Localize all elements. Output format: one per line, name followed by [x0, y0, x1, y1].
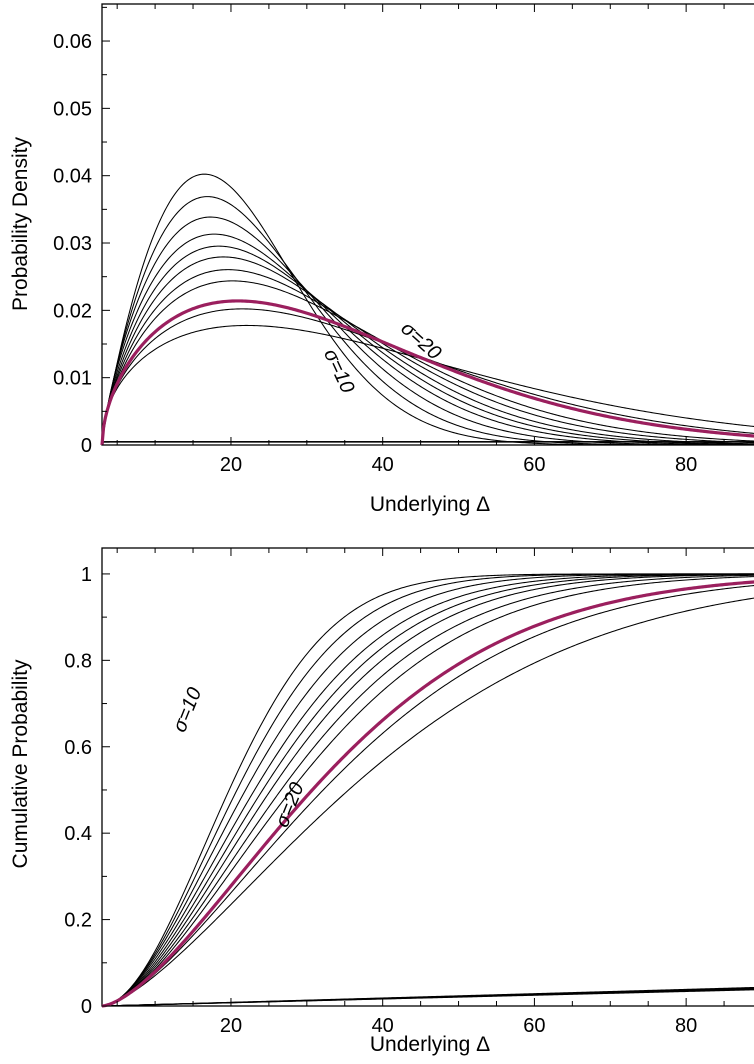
- cdf-y-tick-label: 0.6: [64, 737, 92, 759]
- pdf-curves: [100, 173, 754, 446]
- cdf-curve-sigma-16: [101, 574, 754, 1007]
- cdf-y-tick-label: 1: [81, 564, 92, 586]
- cdf-curve-sigma-10: [101, 573, 754, 1007]
- pdf-y-tick-label: 0.06: [53, 31, 92, 53]
- cdf-curve-sigma-11: [101, 573, 754, 1007]
- pdf-x-tick-label: 40: [372, 454, 394, 476]
- pdf-y-tick-label: 0.02: [53, 300, 92, 322]
- cdf-curves: [101, 573, 754, 1008]
- pdf-curve-sigma-17: [101, 280, 754, 446]
- cdf-curve-sigma-19: [101, 585, 754, 1007]
- cdf-curve-sigma-18-highlight: [101, 580, 754, 1008]
- cdf-y-tick-label: 0.4: [64, 823, 92, 845]
- cdf-annotation-label: σ=10: [169, 684, 207, 735]
- cdf-x-tick-label: 40: [372, 1015, 394, 1037]
- pdf-curve-sigma-26: [101, 441, 754, 446]
- cdf-curve-sigma-12: [101, 573, 754, 1007]
- pdf-y-tick-label: 0.03: [53, 233, 92, 255]
- pdf-y-tick-label: 0: [81, 435, 92, 457]
- pdf-curve-sigma-10: [101, 173, 754, 446]
- pdf-chart: 20 40 60 80 0 0.01 0.02 0.03 0.04 0.05 0.06 σ=10σ=…: [9, 3, 754, 516]
- cdf-axis-ticks: 20 40 60 80 0 0.2 0.4 0.6 0.8 1: [64, 548, 725, 1037]
- cdf-x-tick-label: 60: [523, 1015, 545, 1037]
- pdf-annotations: σ=10σ=20: [319, 317, 445, 396]
- cdf-curve-sigma-15: [101, 573, 754, 1007]
- cdf-curve-sigma-17: [101, 576, 754, 1007]
- cdf-x-tick-label: 20: [220, 1015, 242, 1037]
- pdf-annotation-label: σ=10: [319, 346, 358, 397]
- cdf-y-tick-label: 0.8: [64, 650, 92, 672]
- pdf-x-tick-label: 80: [675, 454, 697, 476]
- cdf-curve-sigma-13: [101, 573, 754, 1007]
- pdf-curve-sigma-18-highlight: [100, 299, 754, 446]
- cdf-annotations: σ=10 σ=20: [169, 684, 309, 830]
- pdf-y-tick-label: 0.04: [53, 166, 92, 188]
- cdf-y-tick-label: 0: [81, 996, 92, 1018]
- cdf-chart: 20 40 60 80 0 0.2 0.4 0.6 0.8 1 σ=10 σ=20 Underlyi…: [9, 547, 754, 1056]
- pdf-x-axis-label: Underlying Δ: [370, 493, 490, 516]
- pdf-curve-sigma-11: [101, 196, 754, 446]
- pdf-curve-sigma-15: [101, 256, 754, 446]
- pdf-axis-ticks: 20 40 60 80 0 0.01 0.02 0.03 0.04 0.05 0.06: [53, 4, 725, 476]
- cdf-curve-sigma-14: [101, 573, 754, 1007]
- pdf-curve-sigma-16: [101, 269, 754, 446]
- cdf-curve-sigma-20: [101, 597, 754, 1007]
- cdf-y-tick-label: 0.2: [64, 910, 92, 932]
- pdf-y-tick-label: 0.05: [53, 98, 92, 120]
- cdf-x-tick-label: 80: [675, 1015, 697, 1037]
- cdf-y-axis-label: Cumulative Probability: [9, 659, 32, 868]
- pdf-curve-sigma-12: [101, 216, 754, 446]
- cdf-plot-frame: [101, 547, 754, 1007]
- cdf-annotation-label: σ=20: [271, 780, 309, 831]
- pdf-y-axis-label: Probability Density: [9, 137, 32, 311]
- pdf-curve-sigma-13: [101, 233, 754, 446]
- cdf-curve-sigma-26: [101, 989, 754, 1007]
- pdf-plot-frame: [101, 3, 754, 446]
- pdf-x-tick-label: 60: [523, 454, 545, 476]
- pdf-x-tick-label: 20: [220, 454, 242, 476]
- pdf-y-tick-label: 0.01: [53, 368, 92, 390]
- cdf-x-axis-label: Underlying Δ: [370, 1033, 490, 1056]
